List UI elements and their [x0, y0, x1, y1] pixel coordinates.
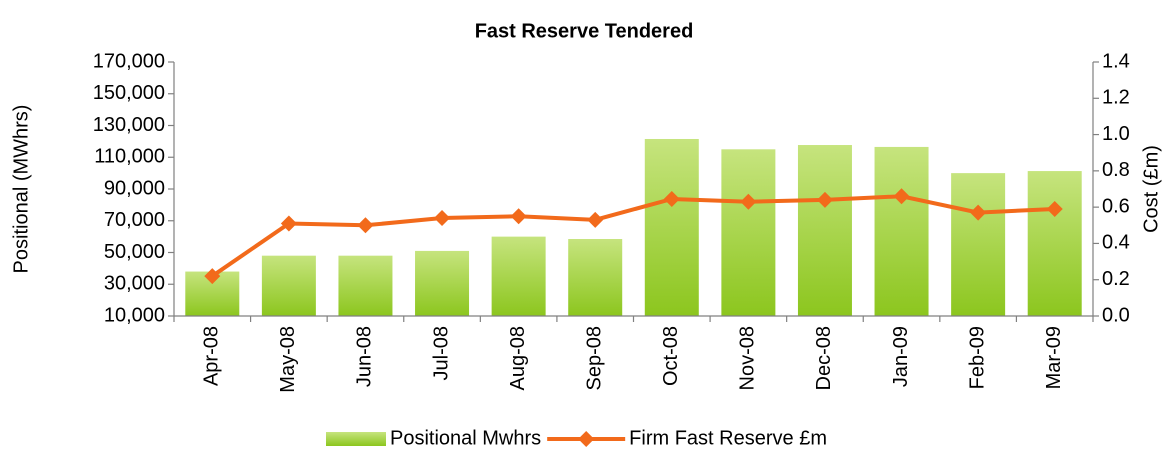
y2-tick-label: 0.6	[1102, 195, 1130, 217]
y2-tick-label: 0.2	[1102, 268, 1130, 290]
y-tick-label: 30,000	[104, 273, 165, 295]
y-tick-label: 10,000	[104, 304, 165, 326]
x-tick-label: Dec-08	[813, 326, 835, 390]
marker	[1046, 200, 1063, 217]
y-tick-label: 130,000	[93, 114, 165, 136]
x-tick-label: Sep-08	[583, 326, 605, 391]
y-tick-label: 70,000	[104, 209, 165, 231]
marker	[434, 210, 451, 227]
y2-tick-label: 0.8	[1102, 159, 1130, 181]
y-tick-label: 50,000	[104, 241, 165, 263]
y2-tick-label: 1.4	[1102, 50, 1130, 72]
legend-swatch	[326, 432, 386, 446]
x-tick-label: Oct-08	[660, 326, 682, 386]
bar	[261, 255, 316, 316]
legend-label: Firm Fast Reserve £m	[629, 427, 827, 449]
bar	[951, 173, 1006, 316]
bar	[415, 250, 470, 316]
x-tick-label: Apr-08	[201, 326, 223, 386]
legend-label: Positional Mwhrs	[390, 427, 541, 449]
y2-tick-label: 0.4	[1102, 232, 1130, 254]
marker	[740, 193, 757, 210]
x-tick-label: Jan-09	[890, 326, 912, 387]
bar	[568, 239, 623, 316]
bar	[1027, 171, 1082, 316]
x-tick-label: Jun-08	[354, 326, 376, 387]
marker	[663, 190, 680, 207]
marker	[970, 204, 987, 221]
line	[211, 194, 1055, 278]
y-tick-label: 90,000	[104, 177, 165, 199]
y-axis-label: Positional (MWhrs)	[10, 105, 32, 274]
x-tick-label: Aug-08	[507, 326, 529, 391]
x-tick-label: May-08	[277, 326, 299, 393]
y-tick-label: 170,000	[93, 50, 165, 72]
bar	[491, 236, 546, 316]
y2-tick-label: 1.2	[1102, 87, 1130, 109]
x-tick-label: Mar-09	[1043, 326, 1065, 389]
bar	[721, 149, 776, 316]
y2-axis-label: Cost (£m)	[1140, 145, 1162, 233]
bar	[338, 255, 393, 316]
y-tick-label: 110,000	[94, 146, 165, 168]
bar	[644, 138, 699, 316]
marker	[204, 268, 221, 285]
marker	[893, 188, 910, 205]
x-tick-label: Jul-08	[430, 326, 452, 380]
bar	[874, 146, 929, 316]
y2-tick-label: 1.0	[1102, 123, 1130, 145]
y-tick-label: 150,000	[93, 82, 165, 104]
marker	[510, 208, 527, 225]
x-tick-label: Feb-09	[966, 326, 988, 389]
bar	[797, 145, 852, 316]
x-tick-label: Nov-08	[737, 326, 759, 390]
marker	[357, 217, 374, 234]
marker	[587, 211, 604, 228]
marker	[280, 215, 297, 232]
legend-marker	[578, 431, 595, 447]
chart-title: Fast Reserve Tendered	[475, 20, 694, 42]
y2-tick-label: 0.0	[1102, 304, 1130, 326]
marker	[816, 191, 833, 208]
